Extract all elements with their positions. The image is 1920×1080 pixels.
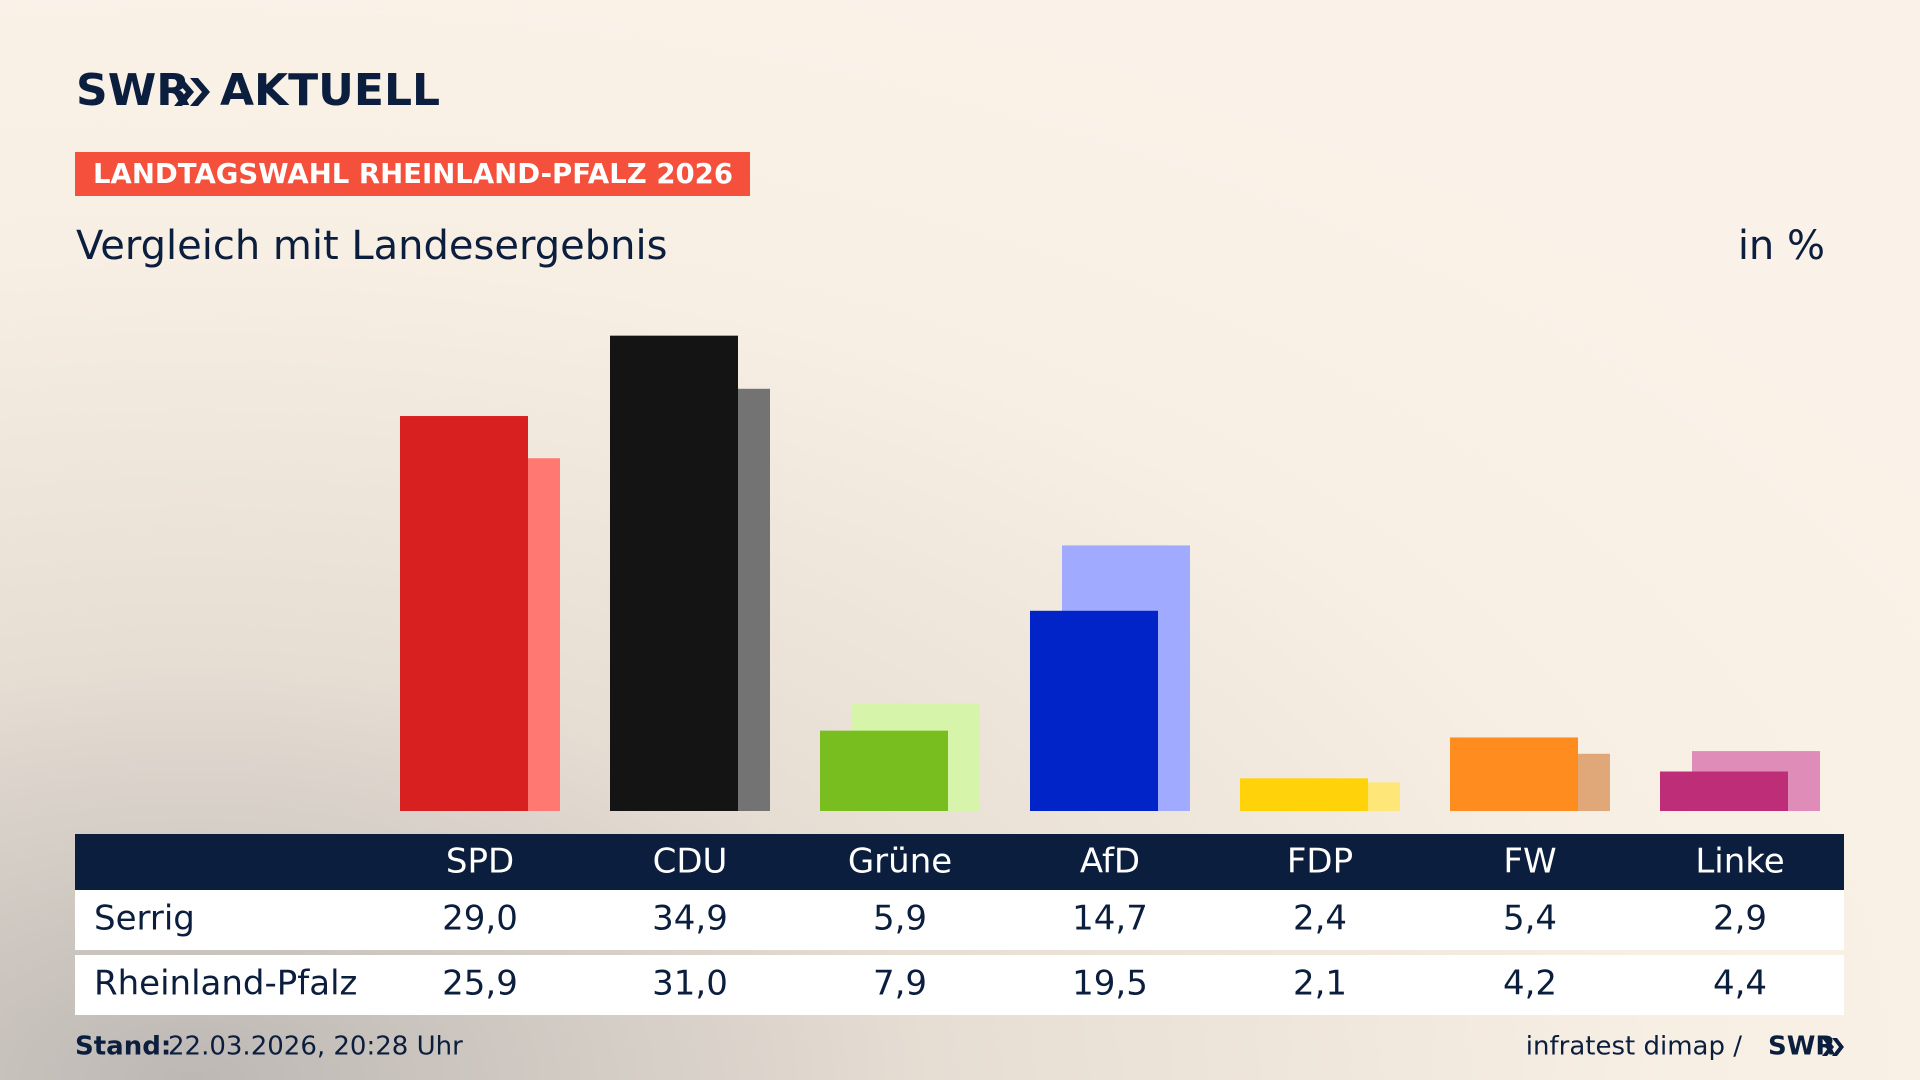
source-brand: SWR: [1768, 1032, 1835, 1062]
value-label: 5,4: [1503, 899, 1557, 939]
row-label: Serrig: [94, 899, 195, 939]
unit: in %: [1738, 223, 1825, 269]
value-label: 5,9: [873, 899, 927, 939]
value-label: 34,9: [652, 899, 728, 939]
brand-product: AKTUELL: [220, 65, 440, 116]
value-label: 19,5: [1072, 964, 1148, 1004]
value-label: 14,7: [1072, 899, 1148, 939]
stand: 22.03.2026, 20:28 Uhr: [168, 1032, 463, 1062]
category-label: SPD: [446, 842, 514, 882]
badge: LANDTAGSWAHL RHEINLAND-PFALZ 2026: [93, 157, 733, 190]
table-row: [75, 890, 1844, 950]
bar: [820, 730, 948, 811]
bar: [610, 335, 738, 811]
category-label: FDP: [1287, 842, 1353, 882]
table-row: [75, 955, 1844, 1015]
value-label: 7,9: [873, 964, 927, 1004]
source-arrows: [1822, 1038, 1844, 1056]
brand-arrows: [174, 78, 210, 106]
value-label: 25,9: [442, 964, 518, 1004]
category-label: AfD: [1080, 842, 1140, 882]
stand-label: Stand:: [75, 1032, 171, 1062]
bar: [1450, 737, 1578, 811]
value-label: 29,0: [442, 899, 518, 939]
source: infratest dimap /: [1526, 1032, 1742, 1062]
category-label: Grüne: [848, 842, 952, 882]
row-label: Rheinland-Pfalz: [94, 964, 357, 1004]
badge-bg: [75, 152, 750, 196]
value-label: 2,4: [1293, 899, 1347, 939]
category-label: FW: [1503, 842, 1556, 882]
value-label: 4,2: [1503, 964, 1557, 1004]
brand-name: SWR: [76, 65, 190, 116]
bar: [400, 416, 528, 811]
bar: [1240, 778, 1368, 811]
bar: [1030, 610, 1158, 811]
table-header: [75, 834, 1844, 890]
category-label: CDU: [653, 842, 728, 882]
value-label: 2,1: [1293, 964, 1347, 1004]
value-label: 31,0: [652, 964, 728, 1004]
chart-title: Vergleich mit Landesergebnis: [76, 223, 667, 269]
value-label: 2,9: [1713, 899, 1767, 939]
category-label: Linke: [1695, 842, 1784, 882]
value-label: 4,4: [1713, 964, 1767, 1004]
bar: [1660, 771, 1788, 811]
